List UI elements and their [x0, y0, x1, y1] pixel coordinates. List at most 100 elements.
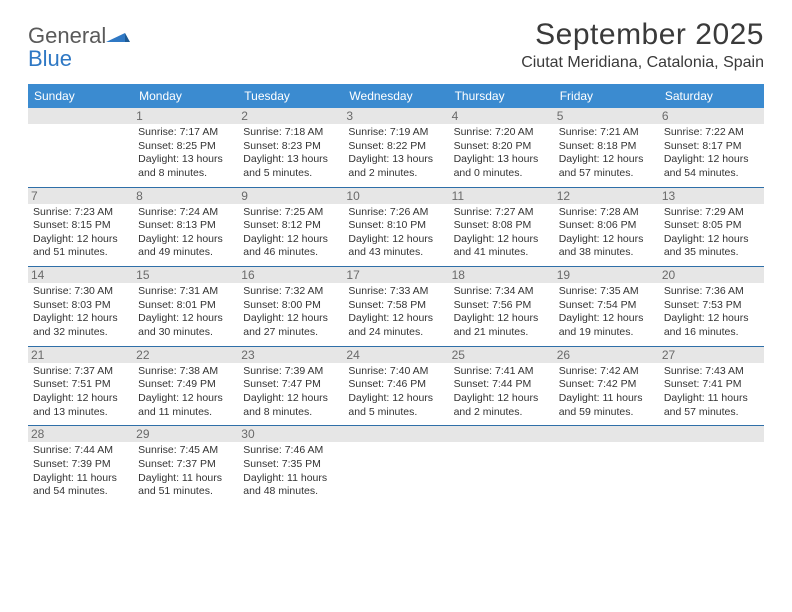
sunset-text: Sunset: 7:46 PM	[348, 378, 443, 392]
day-number	[449, 426, 554, 442]
day-info: Sunrise: 7:20 AMSunset: 8:20 PMDaylight:…	[454, 126, 549, 181]
sunrise-text: Sunrise: 7:24 AM	[138, 206, 233, 220]
calendar-grid: Sunday Monday Tuesday Wednesday Thursday…	[28, 84, 764, 505]
day-info: Sunrise: 7:30 AMSunset: 8:03 PMDaylight:…	[33, 285, 128, 340]
sunset-text: Sunset: 8:00 PM	[243, 299, 338, 313]
weekday-header: Monday	[133, 84, 238, 108]
day-info: Sunrise: 7:41 AMSunset: 7:44 PMDaylight:…	[454, 365, 549, 420]
day-cell: 6Sunrise: 7:22 AMSunset: 8:17 PMDaylight…	[659, 108, 764, 187]
day-info: Sunrise: 7:27 AMSunset: 8:08 PMDaylight:…	[454, 206, 549, 261]
week-row: 1Sunrise: 7:17 AMSunset: 8:25 PMDaylight…	[28, 108, 764, 188]
daylight-text: Daylight: 11 hours and 54 minutes.	[33, 472, 128, 499]
week-row: 7Sunrise: 7:23 AMSunset: 8:15 PMDaylight…	[28, 188, 764, 268]
day-info: Sunrise: 7:19 AMSunset: 8:22 PMDaylight:…	[348, 126, 443, 181]
sunrise-text: Sunrise: 7:44 AM	[33, 444, 128, 458]
sunset-text: Sunset: 7:54 PM	[559, 299, 654, 313]
sunrise-text: Sunrise: 7:27 AM	[454, 206, 549, 220]
daylight-text: Daylight: 12 hours and 8 minutes.	[243, 392, 338, 419]
day-number: 11	[449, 188, 554, 204]
sunset-text: Sunset: 8:12 PM	[243, 219, 338, 233]
day-number: 2	[238, 108, 343, 124]
sunrise-text: Sunrise: 7:19 AM	[348, 126, 443, 140]
daylight-text: Daylight: 12 hours and 13 minutes.	[33, 392, 128, 419]
day-info: Sunrise: 7:35 AMSunset: 7:54 PMDaylight:…	[559, 285, 654, 340]
day-info: Sunrise: 7:33 AMSunset: 7:58 PMDaylight:…	[348, 285, 443, 340]
day-number: 10	[343, 188, 448, 204]
daylight-text: Daylight: 11 hours and 57 minutes.	[664, 392, 759, 419]
daylight-text: Daylight: 12 hours and 46 minutes.	[243, 233, 338, 260]
sunset-text: Sunset: 8:18 PM	[559, 140, 654, 154]
daylight-text: Daylight: 12 hours and 43 minutes.	[348, 233, 443, 260]
daylight-text: Daylight: 12 hours and 38 minutes.	[559, 233, 654, 260]
day-info: Sunrise: 7:36 AMSunset: 7:53 PMDaylight:…	[664, 285, 759, 340]
day-cell: 28Sunrise: 7:44 AMSunset: 7:39 PMDayligh…	[28, 426, 133, 505]
location-subtitle: Ciutat Meridiana, Catalonia, Spain	[521, 54, 764, 72]
day-cell: 21Sunrise: 7:37 AMSunset: 7:51 PMDayligh…	[28, 347, 133, 426]
sunset-text: Sunset: 7:53 PM	[664, 299, 759, 313]
day-number: 24	[343, 347, 448, 363]
day-number: 3	[343, 108, 448, 124]
day-cell: 13Sunrise: 7:29 AMSunset: 8:05 PMDayligh…	[659, 188, 764, 267]
day-number	[554, 426, 659, 442]
daylight-text: Daylight: 11 hours and 51 minutes.	[138, 472, 233, 499]
day-number: 27	[659, 347, 764, 363]
day-info: Sunrise: 7:25 AMSunset: 8:12 PMDaylight:…	[243, 206, 338, 261]
day-cell	[28, 108, 133, 187]
daylight-text: Daylight: 12 hours and 11 minutes.	[138, 392, 233, 419]
day-info: Sunrise: 7:46 AMSunset: 7:35 PMDaylight:…	[243, 444, 338, 499]
day-number: 18	[449, 267, 554, 283]
sunrise-text: Sunrise: 7:36 AM	[664, 285, 759, 299]
day-cell: 23Sunrise: 7:39 AMSunset: 7:47 PMDayligh…	[238, 347, 343, 426]
day-info: Sunrise: 7:23 AMSunset: 8:15 PMDaylight:…	[33, 206, 128, 261]
weekday-header-row: Sunday Monday Tuesday Wednesday Thursday…	[28, 84, 764, 108]
daylight-text: Daylight: 13 hours and 8 minutes.	[138, 153, 233, 180]
sunrise-text: Sunrise: 7:45 AM	[138, 444, 233, 458]
sunrise-text: Sunrise: 7:34 AM	[454, 285, 549, 299]
daylight-text: Daylight: 12 hours and 30 minutes.	[138, 312, 233, 339]
day-info: Sunrise: 7:39 AMSunset: 7:47 PMDaylight:…	[243, 365, 338, 420]
day-info: Sunrise: 7:17 AMSunset: 8:25 PMDaylight:…	[138, 126, 233, 181]
day-cell	[554, 426, 659, 505]
day-cell: 15Sunrise: 7:31 AMSunset: 8:01 PMDayligh…	[133, 267, 238, 346]
day-info: Sunrise: 7:34 AMSunset: 7:56 PMDaylight:…	[454, 285, 549, 340]
daylight-text: Daylight: 11 hours and 59 minutes.	[559, 392, 654, 419]
daylight-text: Daylight: 12 hours and 51 minutes.	[33, 233, 128, 260]
day-number	[659, 426, 764, 442]
daylight-text: Daylight: 12 hours and 5 minutes.	[348, 392, 443, 419]
day-number	[28, 108, 133, 124]
sunset-text: Sunset: 7:42 PM	[559, 378, 654, 392]
day-cell: 3 Sunrise: 7:19 AMSunset: 8:22 PMDaylight…	[343, 108, 448, 187]
day-cell: 9Sunrise: 7:25 AMSunset: 8:12 PMDaylight…	[238, 188, 343, 267]
day-cell: 2Sunrise: 7:18 AMSunset: 8:23 PMDaylight…	[238, 108, 343, 187]
sunset-text: Sunset: 8:06 PM	[559, 219, 654, 233]
day-cell: 27 Sunrise: 7:43 AMSunset: 7:41 PMDayligh…	[659, 347, 764, 426]
weekday-header: Wednesday	[343, 84, 448, 108]
sunrise-text: Sunrise: 7:30 AM	[33, 285, 128, 299]
daylight-text: Daylight: 12 hours and 24 minutes.	[348, 312, 443, 339]
day-number: 4	[449, 108, 554, 124]
header-row: General Blue September 2025 Ciutat Merid…	[28, 18, 764, 72]
weekday-header: Tuesday	[238, 84, 343, 108]
sunrise-text: Sunrise: 7:42 AM	[559, 365, 654, 379]
sunrise-text: Sunrise: 7:22 AM	[664, 126, 759, 140]
sunset-text: Sunset: 8:20 PM	[454, 140, 549, 154]
sunset-text: Sunset: 8:15 PM	[33, 219, 128, 233]
day-cell	[343, 426, 448, 505]
day-cell: 14Sunrise: 7:30 AMSunset: 8:03 PMDayligh…	[28, 267, 133, 346]
sunrise-text: Sunrise: 7:43 AM	[664, 365, 759, 379]
day-info: Sunrise: 7:43 AMSunset: 7:41 PMDaylight:…	[664, 365, 759, 420]
day-number: 15	[133, 267, 238, 283]
day-number: 29	[133, 426, 238, 442]
day-cell: 11 Sunrise: 7:27 AMSunset: 8:08 PMDayligh…	[449, 188, 554, 267]
day-cell: 17Sunrise: 7:33 AMSunset: 7:58 PMDayligh…	[343, 267, 448, 346]
sunset-text: Sunset: 8:25 PM	[138, 140, 233, 154]
sunrise-text: Sunrise: 7:37 AM	[33, 365, 128, 379]
daylight-text: Daylight: 12 hours and 19 minutes.	[559, 312, 654, 339]
sunset-text: Sunset: 8:13 PM	[138, 219, 233, 233]
day-cell: 25Sunrise: 7:41 AMSunset: 7:44 PMDayligh…	[449, 347, 554, 426]
daylight-text: Daylight: 13 hours and 0 minutes.	[454, 153, 549, 180]
day-info: Sunrise: 7:45 AMSunset: 7:37 PMDaylight:…	[138, 444, 233, 499]
sunset-text: Sunset: 8:03 PM	[33, 299, 128, 313]
day-cell: 26Sunrise: 7:42 AMSunset: 7:42 PMDayligh…	[554, 347, 659, 426]
weekday-header: Sunday	[28, 84, 133, 108]
